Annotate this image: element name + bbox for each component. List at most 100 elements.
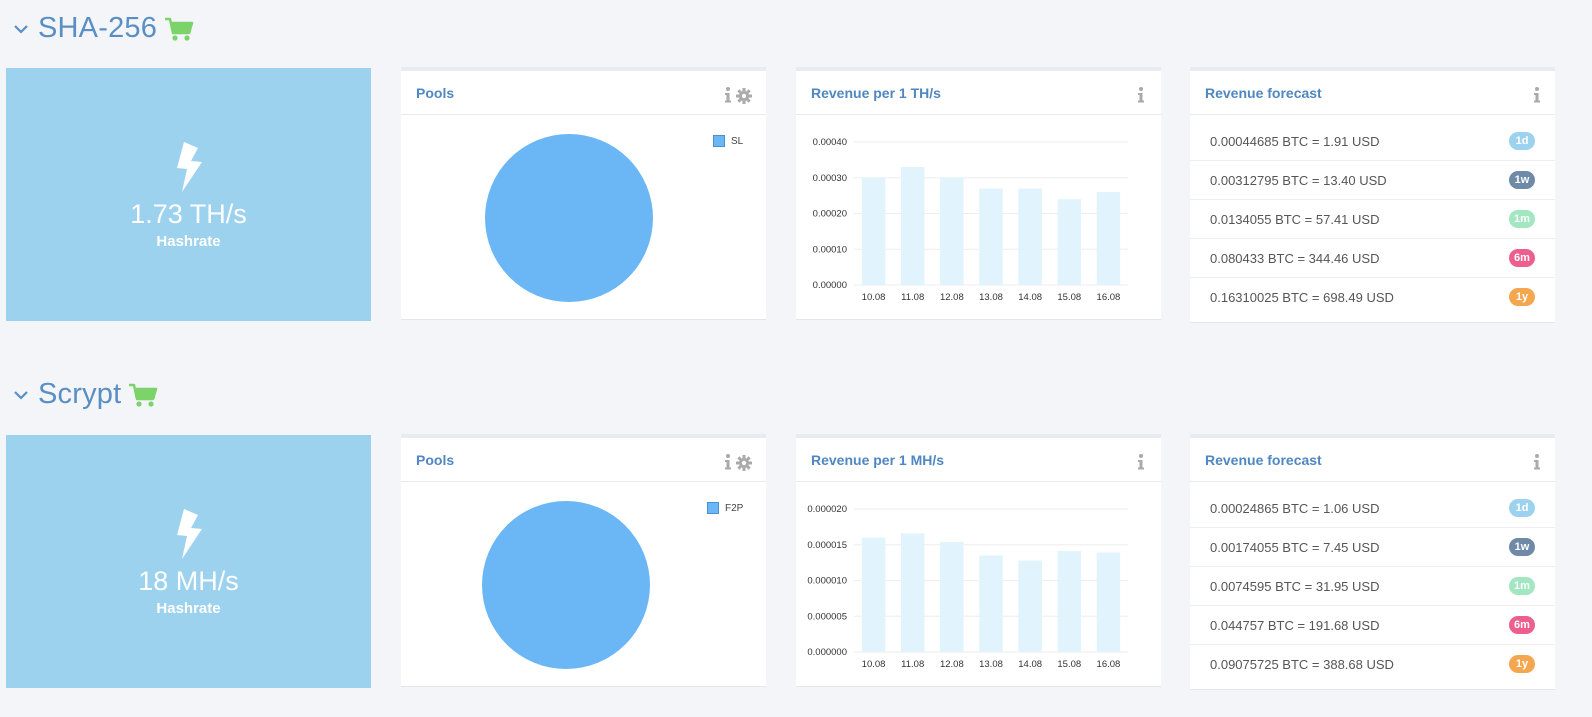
x-tick-label: 10.08 bbox=[862, 659, 886, 670]
section-title: Scrypt bbox=[38, 378, 122, 410]
revenue-bar[interactable] bbox=[1096, 192, 1121, 285]
forecast-row: 0.00312795 BTC = 13.40 USD 1w bbox=[1190, 161, 1555, 200]
legend-swatch bbox=[713, 135, 725, 147]
period-badge: 1y bbox=[1509, 655, 1535, 673]
chevron-down-icon[interactable] bbox=[12, 386, 30, 404]
period-badge: 6m bbox=[1509, 249, 1535, 267]
hashrate-value: 18 MH/s bbox=[138, 566, 239, 596]
info-icon[interactable] bbox=[724, 87, 732, 103]
pool-pie-chart bbox=[485, 134, 653, 302]
period-badge: 1w bbox=[1509, 538, 1535, 556]
forecast-value: 0.044757 BTC = 191.68 USD bbox=[1210, 618, 1380, 633]
panel-title: Pools bbox=[416, 85, 455, 101]
forecast-row: 0.0074595 BTC = 31.95 USD 1m bbox=[1190, 567, 1555, 606]
revenue-bar[interactable] bbox=[861, 537, 886, 652]
chevron-down-icon[interactable] bbox=[12, 20, 30, 38]
y-tick-label: 0.000015 bbox=[807, 540, 847, 551]
period-badge: 1w bbox=[1509, 171, 1535, 189]
cart-icon[interactable] bbox=[164, 16, 194, 42]
info-icon[interactable] bbox=[1533, 87, 1541, 103]
revenue-bar[interactable] bbox=[900, 167, 925, 285]
legend-swatch bbox=[707, 502, 719, 514]
revenue-chart-panel: Revenue per 1 TH/s 0.00000 0.00010 0.00020… bbox=[796, 67, 1161, 320]
x-tick-label: 14.08 bbox=[1018, 292, 1042, 303]
period-badge: 1y bbox=[1509, 288, 1535, 306]
gear-icon[interactable] bbox=[736, 455, 752, 471]
revenue-forecast-panel: Revenue forecast 0.00044685 BTC = 1.91 U… bbox=[1190, 67, 1555, 323]
chart-legend: SL bbox=[713, 135, 743, 147]
x-tick-label: 16.08 bbox=[1097, 659, 1121, 670]
x-tick-label: 15.08 bbox=[1057, 292, 1081, 303]
section-header-scrypt[interactable]: Scrypt bbox=[12, 378, 158, 411]
panel-header: Revenue per 1 MH/s bbox=[796, 438, 1161, 482]
y-tick-label: 0.00020 bbox=[813, 209, 847, 220]
hashrate-card: 18 MH/s Hashrate bbox=[6, 435, 371, 688]
revenue-bar[interactable] bbox=[1018, 560, 1042, 652]
forecast-row: 0.16310025 BTC = 698.49 USD 1y bbox=[1190, 278, 1555, 317]
panel-title: Revenue forecast bbox=[1205, 85, 1322, 101]
forecast-row: 0.00174055 BTC = 7.45 USD 1w bbox=[1190, 528, 1555, 567]
revenue-bar[interactable] bbox=[940, 541, 964, 652]
pie-slice bbox=[485, 134, 653, 302]
y-tick-label: 0.00030 bbox=[813, 173, 847, 184]
panel-title: Revenue forecast bbox=[1205, 452, 1322, 468]
pools-panel: Pools SL bbox=[401, 67, 766, 320]
panel-title: Revenue per 1 TH/s bbox=[811, 85, 941, 101]
revenue-forecast-panel: Revenue forecast 0.00024865 BTC = 1.06 U… bbox=[1190, 434, 1555, 690]
x-tick-label: 11.08 bbox=[901, 659, 924, 670]
forecast-value: 0.00174055 BTC = 7.45 USD bbox=[1210, 540, 1380, 555]
forecast-row: 0.00024865 BTC = 1.06 USD 1d bbox=[1190, 489, 1555, 528]
gear-icon[interactable] bbox=[736, 88, 752, 104]
revenue-bar[interactable] bbox=[940, 177, 964, 285]
revenue-bar[interactable] bbox=[1018, 188, 1042, 285]
panel-header: Revenue forecast bbox=[1190, 438, 1555, 482]
legend-label: F2P bbox=[725, 502, 744, 514]
revenue-bar[interactable] bbox=[979, 188, 1003, 285]
info-icon[interactable] bbox=[724, 454, 732, 470]
y-tick-label: 0.000020 bbox=[807, 504, 847, 515]
revenue-bar[interactable] bbox=[1057, 199, 1082, 285]
forecast-value: 0.0074595 BTC = 31.95 USD bbox=[1210, 579, 1380, 594]
x-tick-label: 10.08 bbox=[862, 292, 886, 303]
forecast-row: 0.0134055 BTC = 57.41 USD 1m bbox=[1190, 200, 1555, 239]
hashrate-value: 1.73 TH/s bbox=[130, 199, 247, 229]
legend-label: SL bbox=[731, 135, 744, 147]
forecast-row: 0.09075725 BTC = 388.68 USD 1y bbox=[1190, 645, 1555, 684]
panel-title: Revenue per 1 MH/s bbox=[811, 452, 945, 468]
revenue-bar[interactable] bbox=[1057, 551, 1082, 652]
panel-header: Pools bbox=[401, 438, 766, 482]
info-icon[interactable] bbox=[1533, 454, 1541, 470]
cart-icon[interactable] bbox=[128, 382, 158, 408]
hashrate-label: Hashrate bbox=[156, 233, 221, 250]
revenue-bar[interactable] bbox=[979, 555, 1003, 652]
revenue-chart-panel: Revenue per 1 MH/s 0.000000 0.000005 0.000… bbox=[796, 434, 1161, 687]
info-icon[interactable] bbox=[1137, 87, 1145, 103]
hashrate-card: 1.73 TH/s Hashrate bbox=[6, 68, 371, 321]
hashrate-label: Hashrate bbox=[156, 600, 221, 617]
y-tick-label: 0.00010 bbox=[813, 244, 847, 255]
period-badge: 1m bbox=[1509, 210, 1535, 228]
panel-header: Revenue per 1 TH/s bbox=[796, 71, 1161, 115]
y-tick-label: 0.000005 bbox=[807, 611, 847, 622]
x-tick-label: 13.08 bbox=[979, 292, 1003, 303]
y-tick-label: 0.00040 bbox=[813, 137, 847, 148]
revenue-bar[interactable] bbox=[861, 177, 886, 285]
forecast-value: 0.16310025 BTC = 698.49 USD bbox=[1210, 290, 1394, 305]
section-header-sha256[interactable]: SHA-256 bbox=[12, 12, 194, 45]
lightning-icon bbox=[177, 509, 202, 559]
x-tick-label: 12.08 bbox=[940, 659, 964, 670]
forecast-row: 0.080433 BTC = 344.46 USD 6m bbox=[1190, 239, 1555, 278]
period-badge: 1d bbox=[1509, 499, 1535, 517]
x-tick-label: 12.08 bbox=[940, 292, 964, 303]
chart-legend: F2P bbox=[707, 502, 743, 514]
revenue-bar[interactable] bbox=[900, 533, 925, 652]
period-badge: 1d bbox=[1509, 132, 1535, 150]
revenue-bar-chart: 0.000000 0.000005 0.000010 0.000015 0.000020… bbox=[807, 504, 1128, 670]
x-tick-label: 16.08 bbox=[1097, 292, 1121, 303]
lightning-icon bbox=[177, 142, 202, 192]
info-icon[interactable] bbox=[1137, 454, 1145, 470]
y-tick-label: 0.00000 bbox=[813, 280, 847, 291]
panel-header: Pools bbox=[401, 71, 766, 115]
revenue-bar[interactable] bbox=[1096, 552, 1121, 652]
forecast-value: 0.00312795 BTC = 13.40 USD bbox=[1210, 173, 1387, 188]
